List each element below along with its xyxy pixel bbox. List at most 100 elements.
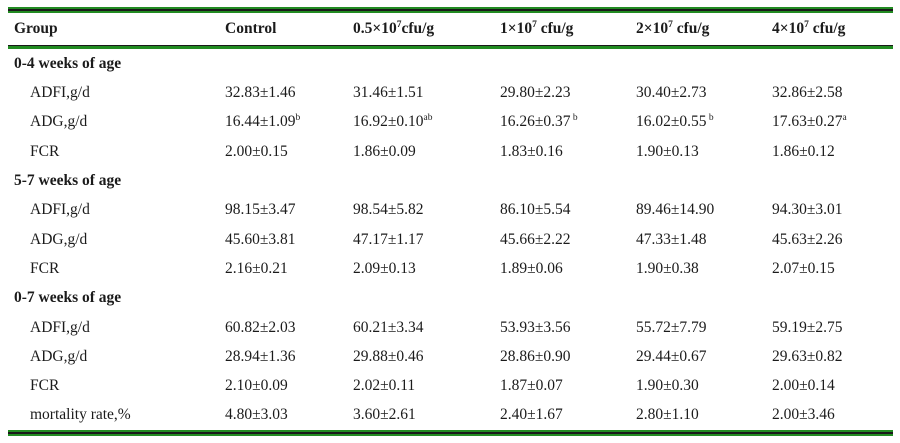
header-superscript: 7: [396, 20, 402, 31]
value-cell: 16.44±1.09b: [225, 114, 353, 130]
value-cell: 60.21±3.34: [353, 318, 500, 336]
value-text: 16.02±0.55: [636, 113, 707, 131]
row-label: FCR: [30, 259, 60, 277]
value-cell: 55.72±7.79: [636, 318, 772, 336]
header-text: 2×10: [636, 20, 669, 38]
section-title: 5-7 weeks of age: [14, 172, 122, 190]
performance-table: Group Control 0.5×107cfu/g 1×107 cfu/g 2…: [8, 7, 893, 436]
value-superscript: a: [842, 113, 847, 124]
header-text: 4×10: [772, 20, 805, 38]
value-text: 28.94±1.36: [225, 347, 296, 365]
value-cell: 2.02±0.11: [353, 378, 500, 394]
value-cell: 4.80±3.03: [225, 407, 353, 423]
data-row: ADG,g/d 28.94±1.36 29.88±0.46 28.86±0.90 29.…: [8, 342, 893, 371]
value-text: 2.16±0.21: [225, 259, 288, 277]
table-header-row: Group Control 0.5×107cfu/g 1×107 cfu/g 2…: [8, 13, 893, 45]
value-text: 1.87±0.07: [500, 377, 563, 395]
value-text: 29.44±0.67: [636, 347, 707, 365]
data-row: FCR 2.00±0.15 1.86±0.09 1.83±0.16 1.90±0.13 1…: [8, 137, 893, 166]
value-cell: 29.88±0.46: [353, 349, 500, 365]
value-cell: 45.66±2.22: [500, 231, 636, 248]
value-text: 60.82±2.03: [225, 318, 296, 336]
value-cell: 2.10±0.09: [225, 378, 353, 394]
value-cell: 2.00±0.14: [772, 378, 893, 394]
header-text: 0.5×10: [353, 20, 397, 38]
value-text: 1.90±0.13: [636, 142, 699, 160]
data-row: FCR 2.10±0.09 2.02±0.11 1.87±0.07 1.90±0.30 2…: [8, 371, 893, 400]
column-header-dose-4e7: 4×107 cfu/g: [772, 20, 893, 38]
value-cell: 1.90±0.30: [636, 378, 772, 394]
value-text: 1.86±0.12: [772, 142, 835, 160]
value-text: 1.86±0.09: [353, 142, 416, 160]
value-superscript: b: [295, 113, 301, 124]
value-text: 47.17±1.17: [353, 230, 424, 248]
header-text: cfu/g: [536, 20, 574, 38]
value-cell: 16.26±0.37 b: [500, 114, 636, 130]
value-text: 98.54±5.82: [353, 201, 424, 219]
value-cell: 1.90±0.13: [636, 144, 772, 160]
table-top-border: [8, 7, 893, 13]
header-superscript: 7: [804, 20, 809, 31]
header-text: cfu/g: [672, 20, 710, 38]
value-text: 16.44±1.09: [225, 113, 296, 131]
row-label: ADFI,g/d: [30, 201, 90, 219]
value-text: 16.92±0.10: [353, 113, 424, 131]
header-text: 1×10: [500, 20, 533, 38]
header-text: cfu/g: [401, 20, 435, 38]
value-text: 55.72±7.79: [636, 318, 707, 336]
value-cell: 47.17±1.17: [353, 230, 500, 248]
section-title: 0-4 weeks of age: [14, 54, 122, 72]
value-cell: 1.86±0.12: [772, 144, 893, 160]
value-text: 86.10±5.54: [500, 201, 571, 219]
row-label: ADG,g/d: [30, 347, 88, 365]
value-cell: 32.86±2.58: [772, 85, 893, 101]
value-superscript: ab: [423, 113, 433, 124]
value-text: 98.15±3.47: [225, 201, 296, 219]
value-cell: 45.60±3.81: [225, 231, 353, 248]
value-cell: 98.54±5.82: [353, 202, 500, 218]
header-text: Control: [225, 20, 277, 38]
data-row: ADFI,g/d 32.83±1.46 31.46±1.51 29.80±2.23 30…: [8, 78, 893, 107]
row-label: ADG,g/d: [30, 230, 88, 248]
value-text: 94.30±3.01: [772, 201, 843, 219]
value-cell: 45.63±2.26: [772, 231, 893, 248]
value-text: 1.89±0.06: [500, 259, 563, 277]
header-divider: [8, 45, 893, 49]
value-text: 1.83±0.16: [500, 142, 563, 160]
section-title: 0-7 weeks of age: [14, 289, 122, 307]
row-label: ADG,g/d: [30, 113, 88, 131]
data-row: ADFI,g/d 98.15±3.47 98.54±5.82 86.10±5.54 89…: [8, 195, 893, 224]
row-label: FCR: [30, 142, 60, 160]
value-cell: 28.86±0.90: [500, 349, 636, 365]
header-superscript: 7: [532, 20, 537, 31]
value-cell: 32.83±1.46: [225, 85, 353, 101]
value-cell: 16.92±0.10ab: [353, 114, 500, 130]
table-bottom-border: [8, 429, 893, 436]
column-header-dose-1e7: 1×107 cfu/g: [500, 20, 636, 38]
data-row: ADG,g/d 45.60±3.81 47.17±1.17 45.66±2.22 47.…: [8, 225, 893, 254]
value-text: 17.63±0.27: [772, 113, 843, 131]
value-cell: 29.80±2.23: [500, 85, 636, 101]
value-text: 1.90±0.38: [636, 259, 699, 277]
value-text: 60.21±3.34: [353, 318, 424, 336]
value-cell: 31.46±1.51: [353, 85, 500, 101]
value-text: 31.46±1.51: [353, 84, 424, 102]
header-text: cfu/g: [808, 20, 846, 38]
value-cell: 17.63±0.27a: [772, 114, 893, 130]
column-header-group: Group: [8, 21, 225, 37]
value-text: 53.93±3.56: [500, 318, 571, 336]
table-body: 0-4 weeks of age ADFI,g/d 32.83±1.46 31.46±…: [8, 49, 893, 430]
value-text: 2.00±3.46: [772, 406, 835, 424]
value-cell: 86.10±5.54: [500, 202, 636, 218]
column-header-control: Control: [225, 21, 353, 37]
value-text: 30.40±2.73: [636, 84, 707, 102]
value-cell: 16.02±0.55 b: [636, 114, 772, 130]
value-cell: 2.40±1.67: [500, 407, 636, 423]
value-text: 16.26±0.37: [500, 113, 571, 131]
value-cell: 2.80±1.10: [636, 407, 772, 423]
value-text: 2.00±0.15: [225, 142, 288, 160]
data-row: ADG,g/d 16.44±1.09b 16.92±0.10ab 16.26±0.37…: [8, 108, 893, 137]
value-text: 2.02±0.11: [353, 377, 416, 395]
value-cell: 47.33±1.48: [636, 231, 772, 248]
